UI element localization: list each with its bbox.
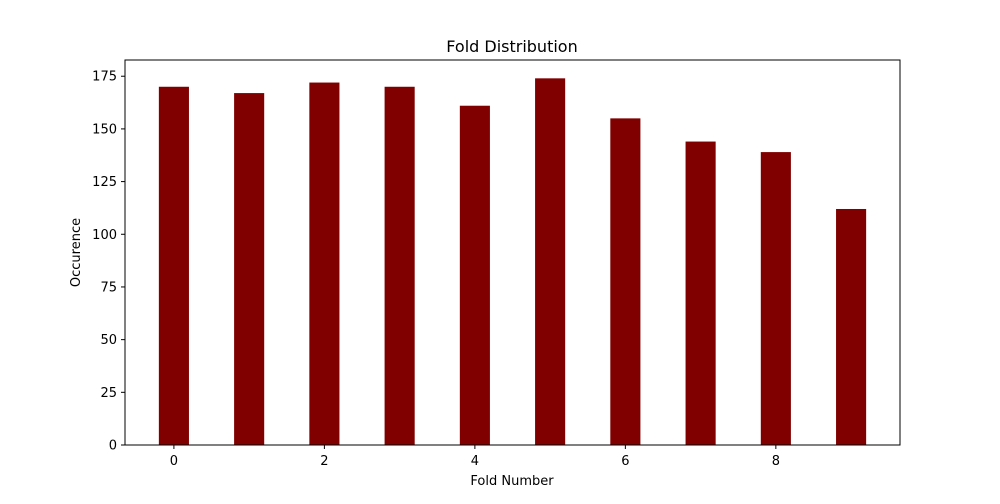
bars-layer xyxy=(158,78,867,446)
y-axis-label: Occurence xyxy=(69,218,84,287)
x-tick-label: 8 xyxy=(772,454,780,469)
y-tick-label: 175 xyxy=(92,70,117,85)
bar-fold-6 xyxy=(610,118,641,446)
y-tick-label: 25 xyxy=(100,386,117,401)
bar-fold-8 xyxy=(760,152,791,445)
x-tick-label: 6 xyxy=(621,454,629,469)
bar-fold-5 xyxy=(535,78,566,445)
y-tick-label: 50 xyxy=(100,333,117,348)
bar-fold-2 xyxy=(309,82,340,446)
x-tick-label: 0 xyxy=(170,454,178,469)
bar-fold-3 xyxy=(384,86,415,445)
x-tick-label: 4 xyxy=(471,454,479,469)
plot-frame xyxy=(124,59,901,446)
y-tick-label: 75 xyxy=(100,280,117,295)
x-tick-label: 2 xyxy=(320,454,328,469)
y-tick-label: 0 xyxy=(109,439,117,454)
y-tick-label: 125 xyxy=(92,175,117,190)
bar-fold-4 xyxy=(459,105,490,445)
x-axis: 0 2 4 6 8 xyxy=(170,445,780,469)
y-tick-label: 150 xyxy=(92,122,117,137)
bar-fold-1 xyxy=(234,93,265,445)
x-axis-label: Fold Number xyxy=(470,474,554,489)
y-axis: 0 25 50 75 100 125 150 175 xyxy=(92,70,125,454)
bar-fold-0 xyxy=(158,86,189,445)
chart-title: Fold Distribution xyxy=(446,37,577,56)
bar-fold-7 xyxy=(685,141,716,445)
bar-fold-9 xyxy=(836,208,867,445)
y-tick-label: 100 xyxy=(92,228,117,243)
